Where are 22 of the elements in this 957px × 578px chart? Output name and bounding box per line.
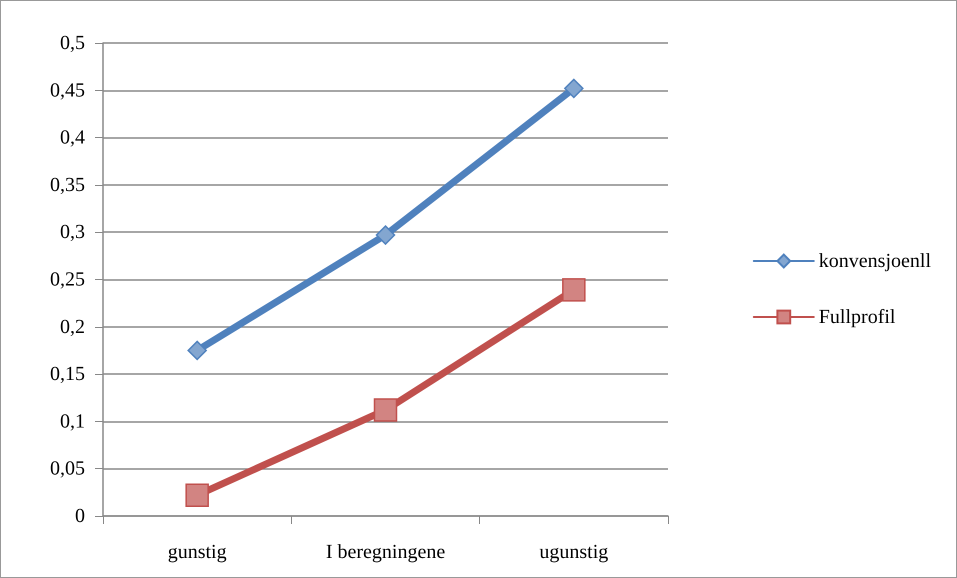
point [376,225,396,245]
y-tick-label: 0,4 [60,126,85,149]
y-tick-label: 0,15 [50,363,85,386]
x-tick-label: I beregningene [326,541,446,563]
y-tick-label: 0,3 [60,221,85,244]
point [187,340,207,360]
legend-label: Fullprofil [818,306,896,328]
y-tick-label: 0 [75,505,85,527]
y-tick-label: 0,45 [50,79,85,102]
x-tick-label: ugunstig [539,541,608,563]
point [564,78,584,98]
y-tick-label: 0,05 [50,458,85,480]
y-tick-label: 0,25 [50,268,85,290]
y-tick-label: 0,5 [60,32,85,54]
y-tick-label: 0,1 [60,410,85,432]
point [185,483,209,507]
point [562,278,586,302]
y-tick-label: 0,35 [50,174,85,196]
legend-label: konvensjoenll [818,250,932,272]
x-tick-label: gunstig [168,541,227,563]
point [374,398,398,422]
y-tick-label: 0,2 [60,316,85,338]
